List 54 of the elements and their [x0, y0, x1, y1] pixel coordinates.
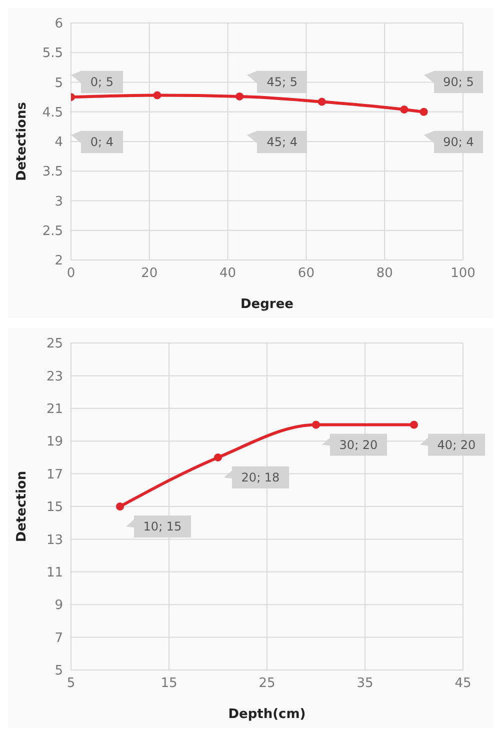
- data-label: 30; 20: [339, 438, 378, 452]
- y-axis-title: Detection: [14, 470, 30, 542]
- y-tick-label: 6: [54, 16, 63, 32]
- x-tick-label: 15: [160, 676, 178, 692]
- annotation: 45; 5: [257, 71, 307, 94]
- x-axis-title: Degree: [240, 297, 294, 312]
- data-label: 10; 15: [143, 520, 182, 534]
- point: [236, 92, 244, 100]
- y-tick-label: 2: [54, 254, 63, 269]
- point: [153, 91, 162, 100]
- point: [400, 106, 408, 114]
- y-tick-label: 7: [54, 630, 63, 646]
- x-axis-title: Depth(cm): [228, 707, 306, 722]
- y-tick-label: 19: [46, 434, 63, 450]
- y-tick-label: 4.5: [42, 105, 63, 120]
- x-tick-label: 100: [450, 266, 476, 282]
- y-tick-label: 13: [46, 532, 63, 548]
- annotation: 0; 5: [81, 71, 123, 94]
- y-tick-label: 15: [46, 500, 63, 516]
- x-tick-label: 0: [66, 266, 76, 282]
- y-tick-label: 3.5: [42, 164, 63, 180]
- data-label: 40; 20: [437, 438, 476, 452]
- y-tick-label: 5: [54, 664, 63, 679]
- y-tick-label: 25: [46, 336, 63, 352]
- x-tick-label: 25: [258, 676, 276, 692]
- y-tick-label: 11: [46, 566, 63, 581]
- y-tick-label: 4: [54, 135, 63, 150]
- point: [410, 420, 418, 429]
- point: [312, 420, 320, 429]
- annotation: 90; 5: [434, 71, 484, 94]
- y-tick-label: 23: [46, 369, 63, 384]
- x-tick-label: 60: [298, 266, 314, 282]
- y-tick-label: 5.5: [42, 46, 63, 62]
- x-tick-label: 5: [66, 676, 76, 692]
- y-tick-label: 9: [54, 598, 63, 614]
- x-tick-label: 40: [220, 266, 236, 282]
- y-tick-label: 21: [46, 402, 63, 418]
- point: [116, 502, 124, 510]
- point: [214, 453, 222, 462]
- annotation: 90; 4: [434, 130, 484, 152]
- x-tick-label: 45: [454, 676, 472, 692]
- y-tick-label: 2.5: [42, 224, 63, 239]
- y-tick-label: 5: [54, 76, 63, 91]
- annotation: 45; 4: [257, 130, 307, 152]
- x-tick-label: 80: [376, 266, 393, 282]
- y-tick-label: 17: [46, 467, 63, 482]
- data-label: 20; 18: [241, 470, 280, 484]
- point: [420, 108, 428, 116]
- x-tick-label: 20: [141, 266, 158, 282]
- y-tick-label: 3: [54, 194, 63, 210]
- y-axis-title: Detections: [14, 102, 30, 181]
- x-tick-label: 35: [356, 676, 374, 692]
- annotation: 0; 4: [81, 130, 123, 152]
- point: [318, 98, 326, 106]
